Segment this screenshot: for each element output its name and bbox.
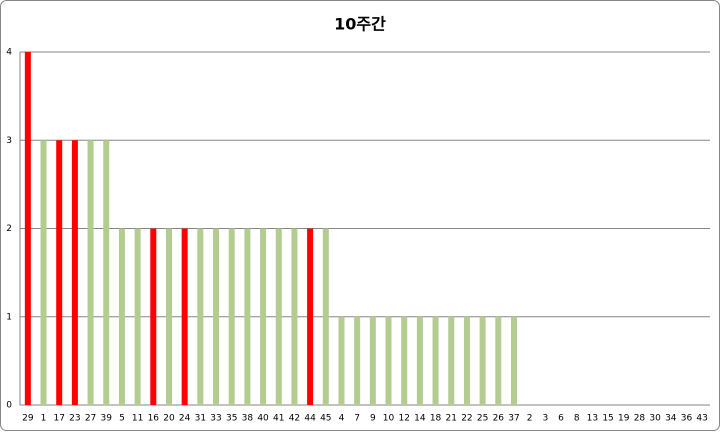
bar xyxy=(432,316,439,405)
bar xyxy=(181,228,188,405)
x-tick-label: 19 xyxy=(618,414,630,424)
bar xyxy=(463,316,470,405)
bar xyxy=(197,228,204,405)
x-tick-label: 1 xyxy=(41,414,47,424)
y-tick-label: 2 xyxy=(6,224,12,234)
x-tick-label: 36 xyxy=(681,414,693,424)
x-tick-label: 37 xyxy=(508,414,519,424)
x-tick-label: 24 xyxy=(179,414,191,424)
x-tick-label: 6 xyxy=(558,414,564,424)
x-tick-label: 29 xyxy=(22,414,34,424)
x-tick-label: 8 xyxy=(574,414,580,424)
x-tick-label: 38 xyxy=(242,414,254,424)
x-tick-label: 22 xyxy=(461,414,472,424)
bar xyxy=(479,316,486,405)
x-tick-label: 4 xyxy=(339,414,345,424)
y-tick-label: 3 xyxy=(6,136,12,146)
x-tick-label: 12 xyxy=(398,414,409,424)
x-tick-label: 20 xyxy=(163,414,175,424)
bar xyxy=(56,140,63,405)
x-tick-label: 17 xyxy=(53,414,64,424)
bar xyxy=(416,316,423,405)
x-tick-label: 33 xyxy=(210,414,221,424)
x-tick-label: 13 xyxy=(587,414,598,424)
x-tick-label: 26 xyxy=(493,414,505,424)
x-tick-label: 30 xyxy=(649,414,661,424)
bar xyxy=(307,228,314,405)
x-tick-label: 16 xyxy=(148,414,160,424)
x-tick-label: 28 xyxy=(634,414,646,424)
x-tick-label: 34 xyxy=(665,414,677,424)
x-tick-label: 40 xyxy=(257,414,269,424)
bar xyxy=(401,316,408,405)
x-tick-label: 44 xyxy=(304,414,316,424)
bar xyxy=(275,228,282,405)
x-tick-label: 15 xyxy=(602,414,613,424)
bar xyxy=(260,228,267,405)
y-tick-label: 0 xyxy=(6,401,12,411)
x-tick-label: 7 xyxy=(354,414,360,424)
bar xyxy=(322,228,329,405)
bar xyxy=(134,228,141,405)
y-tick-label: 4 xyxy=(6,48,12,58)
x-tick-label: 39 xyxy=(101,414,113,424)
x-tick-label: 25 xyxy=(477,414,488,424)
bar xyxy=(71,140,78,405)
x-tick-label: 35 xyxy=(226,414,237,424)
x-tick-label: 31 xyxy=(195,414,206,424)
x-tick-label: 23 xyxy=(69,414,80,424)
bar xyxy=(244,228,251,405)
x-tick-label: 9 xyxy=(370,414,376,424)
x-tick-label: 5 xyxy=(119,414,125,424)
x-tick-label: 3 xyxy=(542,414,548,424)
x-tick-label: 43 xyxy=(696,414,707,424)
bar xyxy=(354,316,361,405)
chart-title: 10주간 xyxy=(334,15,386,34)
x-tick-label: 14 xyxy=(414,414,426,424)
bar xyxy=(495,316,502,405)
bar xyxy=(103,140,110,405)
bar xyxy=(369,316,376,405)
bar xyxy=(165,228,172,405)
x-tick-label: 10 xyxy=(383,414,395,424)
bar xyxy=(291,228,298,405)
x-tick-label: 11 xyxy=(132,414,143,424)
x-tick-label: 45 xyxy=(320,414,331,424)
x-tick-label: 2 xyxy=(527,414,533,424)
x-tick-label: 41 xyxy=(273,414,284,424)
bar xyxy=(228,228,235,405)
bar xyxy=(118,228,125,405)
x-tick-label: 27 xyxy=(85,414,96,424)
x-tick-label: 21 xyxy=(446,414,457,424)
x-tick-label: 18 xyxy=(430,414,442,424)
bar xyxy=(510,316,517,405)
bar xyxy=(87,140,94,405)
y-tick-label: 1 xyxy=(6,312,12,322)
bar xyxy=(40,140,47,405)
bar xyxy=(338,316,345,405)
bar xyxy=(213,228,220,405)
bar xyxy=(24,52,31,405)
x-tick-label: 42 xyxy=(289,414,300,424)
bar xyxy=(448,316,455,405)
bar xyxy=(150,228,157,405)
bar xyxy=(385,316,392,405)
